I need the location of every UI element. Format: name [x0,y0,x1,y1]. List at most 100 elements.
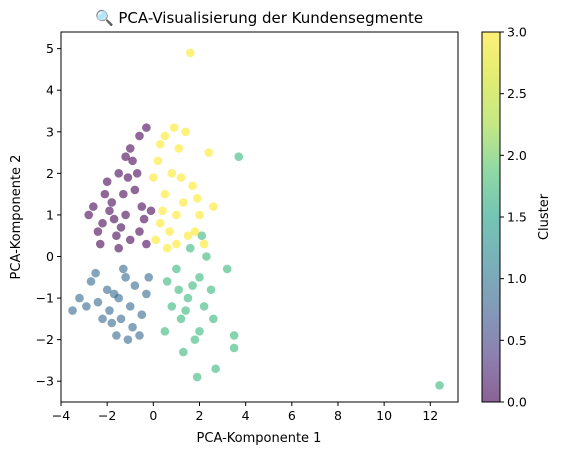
scatter-point-cluster-2 [192,372,202,382]
scatter-point-cluster-2 [211,364,220,374]
scatter-point-cluster-2 [222,264,232,274]
scatter-point-cluster-1 [119,264,128,274]
scatter-point-cluster-1 [109,289,119,299]
scatter-point-cluster-3 [162,243,172,253]
scatter-point-cluster-3 [153,156,163,166]
scatter-point-cluster-0 [123,173,133,182]
scatter-point-cluster-3 [149,173,158,182]
x-tick-label: −4 [52,408,70,423]
scatter-point-cluster-0 [119,189,128,199]
scatter-point-cluster-0 [95,239,105,249]
colorbar-tick-label: 1.0 [507,271,527,286]
scatter-point-cluster-1 [98,314,107,324]
x-tick-label: 8 [334,408,342,423]
scatter-point-cluster-3 [188,181,197,191]
scatter-point-cluster-0 [84,210,93,220]
scatter-point-cluster-1 [107,318,117,328]
colorbar-tick-label: 1.5 [507,210,527,225]
scatter-point-cluster-2 [185,243,195,253]
scatter-point-cluster-3 [190,227,200,236]
y-tick-label: 0 [46,249,54,264]
scatter-point-cluster-2 [167,302,177,311]
scatter-point-cluster-1 [137,310,147,319]
scatter-point-cluster-0 [137,202,147,211]
scatter-point-cluster-0 [98,218,107,228]
scatter-point-cluster-0 [142,123,151,132]
x-tick-label: 10 [376,408,392,423]
scatter-point-cluster-2 [209,314,218,324]
y-tick-label: 5 [46,41,54,56]
scatter-point-cluster-3 [209,202,218,211]
scatter-point-cluster-0 [116,223,126,232]
y-tick-label: −1 [36,291,54,306]
scatter-point-cluster-3 [185,48,195,58]
colorbar-tick-label: 0.5 [507,333,527,348]
scatter-points [68,48,444,390]
colorbar-tick-label: 0.0 [507,395,527,410]
scatter-point-cluster-0 [125,235,135,245]
scatter-point-cluster-3 [158,206,167,216]
scatter-point-cluster-1 [128,322,137,332]
scatter-point-cluster-2 [160,327,170,336]
colorbar-tick-label: 2.0 [507,148,527,163]
x-tick-label: 6 [288,408,296,423]
colorbar-tick-label: 2.5 [507,86,527,101]
chart-title: 🔍 PCA-Visualisierung der Kundensegmente [95,8,423,27]
scatter-point-cluster-3 [172,239,181,249]
scatter-point-cluster-2 [195,327,204,336]
scatter-point-cluster-1 [75,293,84,303]
scatter-point-cluster-2 [181,306,190,315]
y-axis: −3 −2 −1 0 1 2 3 4 5 [36,41,61,389]
x-tick-label: −2 [98,408,116,423]
y-tick-label: 3 [46,124,54,139]
x-axis-label: PCA-Komponente 1 [197,431,322,446]
scatter-point-cluster-2 [229,331,239,340]
scatter-point-cluster-0 [93,227,103,236]
y-tick-label: 2 [46,166,54,181]
scatter-point-cluster-0 [109,214,119,224]
scatter-point-cluster-3 [179,198,188,207]
scatter-point-cluster-0 [107,198,117,207]
scatter-point-cluster-3 [169,123,179,132]
scatter-point-cluster-3 [183,231,193,241]
scatter-point-cluster-2 [197,231,207,241]
scatter-point-cluster-2 [176,314,186,324]
scatter-point-cluster-1 [142,289,151,299]
scatter-point-cluster-2 [162,277,172,286]
scatter-point-cluster-1 [93,297,103,307]
scatter-point-cluster-0 [146,206,156,216]
scatter-point-cluster-2 [172,264,181,274]
scatter-point-cluster-0 [128,156,137,166]
scatter-point-cluster-0 [121,152,130,162]
x-tick-label: 12 [422,408,438,423]
colorbar [481,31,501,403]
scatter-point-cluster-0 [135,131,144,141]
scatter-point-cluster-1 [82,302,91,311]
y-axis-label: PCA-Komponente 2 [9,155,24,280]
scatter-point-cluster-1 [86,277,96,286]
scatter-point-cluster-0 [114,169,124,178]
colorbar-ticks: 0.0 0.5 1.0 1.5 2.0 2.5 3.0 [500,25,527,410]
scatter-point-cluster-0 [100,189,110,199]
scatter-point-cluster-2 [199,302,209,311]
scatter-point-cluster-1 [123,335,133,344]
scatter-point-cluster-2 [179,347,188,357]
scatter-point-cluster-3 [204,148,214,157]
scatter-point-cluster-3 [160,189,170,199]
x-tick-label: 2 [196,408,204,423]
scatter-point-cluster-3 [167,169,177,178]
scatter-point-cluster-3 [181,127,190,137]
scatter-point-cluster-0 [135,227,144,236]
scatter-point-cluster-3 [199,239,209,249]
scatter-point-cluster-3 [174,144,184,153]
scatter-point-cluster-3 [165,227,174,236]
scatter-point-cluster-3 [155,218,165,228]
scatter-point-cluster-1 [130,281,140,290]
scatter-point-cluster-0 [102,177,112,186]
scatter-point-cluster-0 [89,202,98,211]
colorbar-label: Cluster [537,193,552,240]
scatter-point-cluster-0 [112,231,121,241]
scatter-point-cluster-3 [151,235,160,245]
scatter-point-cluster-0 [130,185,140,195]
scatter-point-cluster-1 [144,272,154,282]
